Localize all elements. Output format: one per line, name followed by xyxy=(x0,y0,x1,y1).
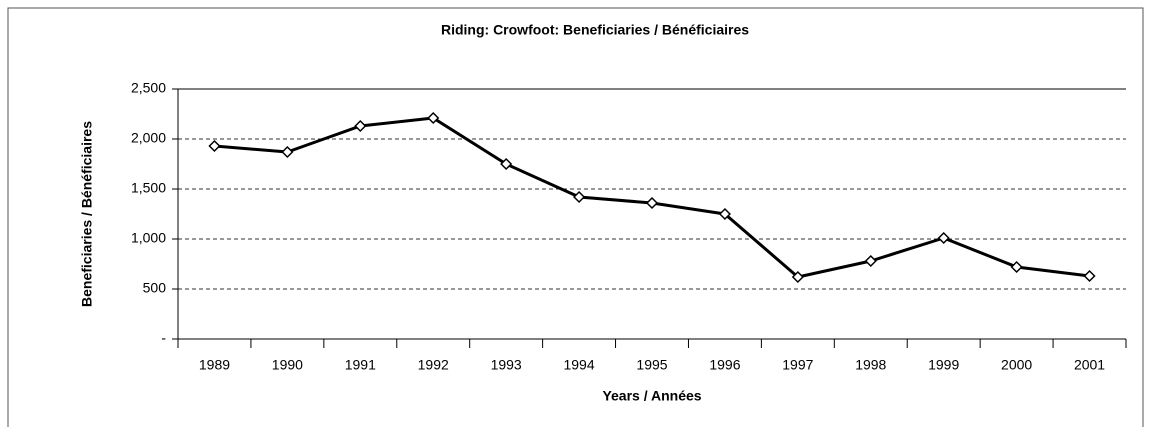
x-tick-label: 1993 xyxy=(491,357,522,373)
y-tick-label: 2,000 xyxy=(131,130,166,146)
x-tick-label: 2001 xyxy=(1074,357,1105,373)
data-point xyxy=(573,190,586,204)
data-point xyxy=(208,139,221,153)
y-tick-label: 500 xyxy=(143,280,167,296)
x-tick-label: 1997 xyxy=(782,357,813,373)
data-point xyxy=(937,231,950,245)
data-point xyxy=(791,270,804,284)
x-tick-label: 1991 xyxy=(345,357,376,373)
data-point xyxy=(427,111,440,125)
data-point xyxy=(864,254,877,268)
data-point xyxy=(645,196,659,210)
x-tick-label: 2000 xyxy=(1001,357,1032,373)
y-tick-label: 1,000 xyxy=(131,230,166,246)
x-tick-label: 1992 xyxy=(418,357,449,373)
data-point xyxy=(354,119,367,133)
y-tick-label: 2,500 xyxy=(131,80,166,96)
y-tick-label: 1,500 xyxy=(131,180,166,196)
data-point xyxy=(1010,260,1023,274)
y-tick-label: - xyxy=(161,330,166,346)
data-point xyxy=(1083,269,1096,283)
x-tick-label: 1994 xyxy=(563,357,594,373)
x-tick-label: 1996 xyxy=(709,357,740,373)
data-point xyxy=(281,145,294,159)
x-tick-label: 1990 xyxy=(272,357,303,373)
x-tick-label: 1998 xyxy=(855,357,886,373)
chart-frame xyxy=(7,7,1144,427)
chart-title: Riding: Crowfoot: Beneficiaries / Bénéfi… xyxy=(441,22,749,38)
x-axis-label: Years / Années xyxy=(602,388,701,404)
data-point xyxy=(500,157,513,171)
data-point xyxy=(718,207,731,221)
x-tick-label: 1999 xyxy=(928,357,959,373)
x-tick-label: 1989 xyxy=(199,357,230,373)
x-tick-label: 1995 xyxy=(636,357,667,373)
y-axis-label: Beneficiaries / Bénéficiaires xyxy=(79,121,95,307)
